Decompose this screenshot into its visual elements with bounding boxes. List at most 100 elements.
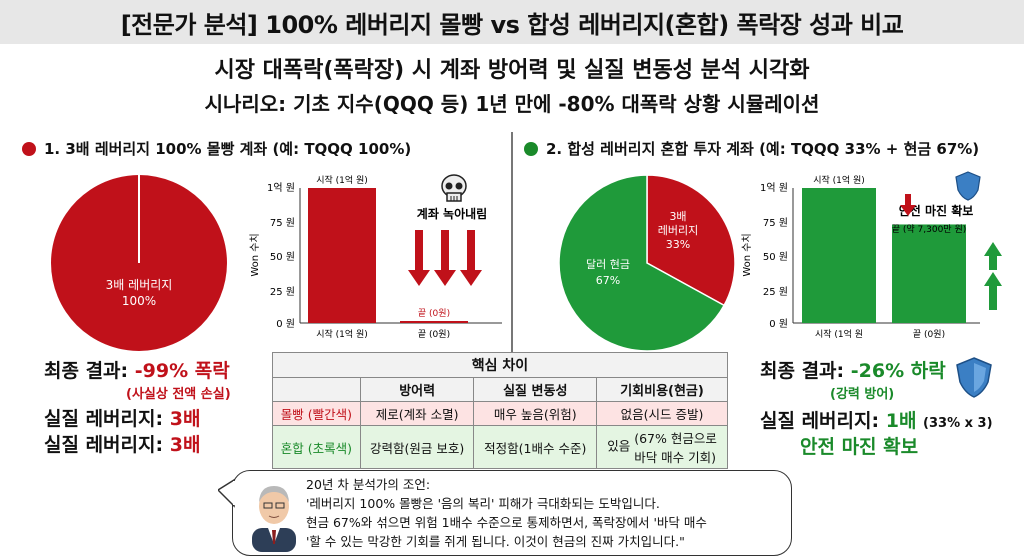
right-pie-chart: 3배 레버리지 33% 달러 현금 67% [558, 174, 736, 352]
result-label: 최종 결과: [44, 360, 135, 382]
y-tick: 75 원 [763, 217, 788, 229]
x-tick: 시작 (1억 원) [316, 328, 368, 340]
page-title: [전문가 분석] 100% 레버리지 몰빵 vs 합성 레버리지(혼합) 폭락장… [120, 10, 904, 39]
table-cell: 적정함(1배수 수준) [473, 425, 598, 469]
green-dot-icon [524, 141, 538, 156]
shield-icon [955, 171, 981, 201]
melt-annotation: 계좌 녹아내림 [417, 206, 487, 221]
table-cell: 없음(시드 증발) [596, 401, 728, 426]
bar-end [400, 321, 468, 323]
right-leverage: 실질 레버리지: 1배 (33% x 3) [760, 406, 993, 433]
table-cell: 제로(계좌 소멸) [359, 401, 475, 426]
y-tick: 1억 원 [760, 182, 788, 194]
result-label: 최종 결과: [760, 360, 851, 382]
y-tick: 25 원 [763, 286, 788, 298]
down-arrow-icon [434, 230, 456, 286]
skull-icon [441, 174, 467, 202]
down-arrow-icon [408, 230, 430, 286]
advice-text: 20년 차 분석가의 조언: '레버리지 100% 몰빵은 '음의 복리' 피해… [306, 475, 707, 551]
table-title: 핵심 차이 [272, 352, 728, 378]
pie-label-cash: 달러 현금 [586, 258, 630, 271]
leverage-label: 실질 레버리지: [44, 434, 170, 456]
leverage-label: 실질 레버리지: [44, 408, 170, 430]
bar-start [802, 188, 876, 323]
x-tick: 끝 (0원) [418, 329, 450, 340]
leverage-value: 3배 [169, 434, 201, 456]
pie-label-name: 3배 레버리지 [106, 278, 173, 292]
pie-slice-cash-67 [558, 174, 726, 352]
bar-start [308, 188, 376, 323]
y-tick: 0 원 [769, 318, 788, 330]
pie-label-lev: 레버리지 [658, 224, 698, 237]
table-cell: 매우 높음(위험) [473, 401, 598, 426]
bar-end [892, 224, 966, 323]
left-result: 최종 결과: -99% 폭락 [44, 356, 230, 383]
down-arrow-icon [460, 230, 482, 286]
y-axis-label: Won 수치 [741, 233, 753, 276]
up-arrow-icon [984, 242, 1002, 270]
title-bar: [전문가 분석] 100% 레버리지 몰빵 vs 합성 레버리지(혼합) 폭락장… [0, 0, 1024, 44]
bubble-tail [218, 478, 237, 508]
table-cell: 몰빵 (빨간색) [272, 401, 361, 426]
result-value: -26% 하락 [850, 360, 946, 382]
table-row: 몰빵 (빨간색) 제로(계좌 소멸) 매우 높음(위험) 없음(시드 증발) [272, 401, 728, 426]
cell-note: 바닥 매수 기회) [634, 450, 717, 465]
left-section-heading: 1. 3배 레버리지 100% 몰빵 계좌 (예: TQQQ 100%) [22, 138, 411, 159]
pie-slice-leverage-33 [646, 174, 736, 307]
table-header: 기회비용(현금) [596, 377, 728, 402]
scenario-text: 시나리오: 기초 지수(QQQ 등) 1년 만에 -80% 대폭락 상황 시뮬레… [204, 92, 820, 116]
right-bar-chart: Won 수치 1억 원 75 원 50 원 25 원 0 원 시작 (1억 원)… [741, 171, 1002, 340]
analyst-avatar [252, 486, 296, 552]
table-row: 혼합 (초록색) 강력함(원금 보호) 적정함(1배수 수준) 있음 (67% … [272, 425, 728, 469]
cell-note: (67% 현금으로 [634, 431, 717, 446]
left-bar-chart: Won 수치 1억 원 75 원 50 원 25 원 0 원 시작 (1억 원)… [249, 174, 502, 340]
right-heading-text: 2. 합성 레버리지 혼합 투자 계좌 (예: TQQQ 33% + 현금 67… [546, 140, 980, 158]
y-tick: 75 원 [270, 217, 295, 229]
advice-line: 현금 67%와 섞으면 위험 1배수 수준으로 통제하면서, 폭락장에서 '바닥… [306, 515, 707, 530]
key-difference-table: 핵심 차이 방어력 실질 변동성 기회비용(현금) 몰빵 (빨간색) 제로(계좌… [272, 352, 728, 469]
table-header: 방어력 [359, 377, 475, 402]
pie-label-lev: 3배 [669, 210, 686, 223]
advice-bubble [232, 470, 792, 556]
x-tick: 시작 (1억 원 [815, 328, 863, 340]
safety-annotation: 안전 마진 확보 [899, 203, 974, 218]
right-result: 최종 결과: -26% 하락 [760, 356, 946, 383]
leverage-value: 1배 [885, 410, 917, 432]
pie-label-value: 100% [122, 294, 156, 308]
pie-label-lev-value: 33% [666, 238, 690, 251]
x-tick: 끝 (0원) [913, 329, 945, 340]
right-section-heading: 2. 합성 레버리지 혼합 투자 계좌 (예: TQQQ 33% + 현금 67… [524, 138, 979, 159]
table-header: 실질 변동성 [473, 377, 598, 402]
table-header [272, 377, 361, 402]
bar-label-start: 시작 (1억 원) [316, 174, 368, 186]
right-safety: 안전 마진 확보 [800, 436, 919, 458]
table-cell: 혼합 (초록색) [272, 425, 361, 469]
advice-line: 20년 차 분석가의 조언: [306, 477, 431, 492]
leverage-note: (33% x 3) [923, 416, 993, 431]
shield-icon [956, 357, 992, 398]
down-arrow-icon [900, 194, 916, 216]
up-arrow-icon [984, 272, 1002, 310]
table-cell: 있음 (67% 현금으로 바닥 매수 기회) [596, 425, 728, 469]
table-cell: 강력함(원금 보호) [359, 425, 475, 469]
y-tick: 25 원 [270, 286, 295, 298]
left-heading-text: 1. 3배 레버리지 100% 몰빵 계좌 (예: TQQQ 100%) [44, 140, 412, 158]
left-result-note: (사실상 전액 손실) [126, 387, 231, 402]
advice-line: '레버리지 100% 몰빵은 '음의 복리' 피해가 극대화되는 도박입니다. [306, 496, 660, 511]
y-axis-label: Won 수치 [249, 233, 261, 276]
subtitle: 시장 대폭락(폭락장) 시 계좌 방어력 및 실질 변동성 분석 시각화 [214, 58, 810, 83]
y-tick: 50 원 [270, 251, 295, 263]
y-tick: 0 원 [276, 318, 295, 330]
left-leverage-1: 실질 레버리지: 3배 [44, 404, 200, 431]
section-divider [511, 132, 513, 352]
bar-label-start: 시작 (1억 원) [813, 174, 865, 186]
y-tick: 1억 원 [267, 182, 295, 194]
pie-label-cash-value: 67% [596, 274, 620, 287]
left-pie-chart: 3배 레버리지 100% [51, 175, 227, 351]
cell-main: 있음 [607, 438, 631, 454]
leverage-label: 실질 레버리지: [760, 410, 886, 432]
advice-line: '할 수 있는 막강한 기회를 쥐게 됩니다. 이것이 현금의 진짜 가치입니다… [306, 534, 685, 549]
result-value: -99% 폭락 [134, 360, 230, 382]
bar-label-end: 끝 (0원) [418, 308, 450, 319]
leverage-value: 3배 [169, 408, 201, 430]
